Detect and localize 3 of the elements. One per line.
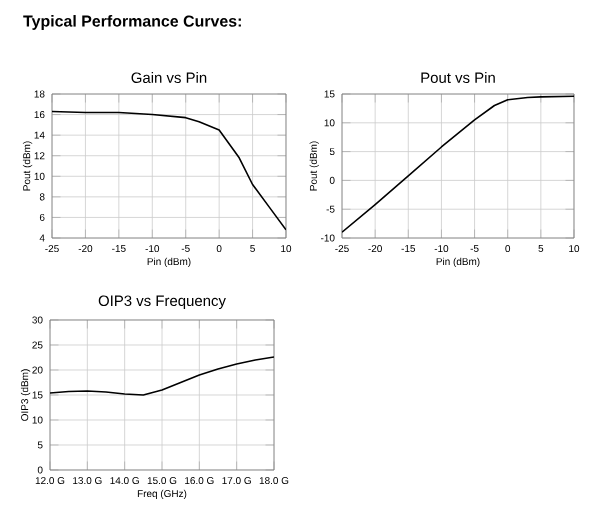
line-series [342, 95, 574, 234]
line-series [50, 356, 274, 396]
line-series [52, 110, 286, 231]
